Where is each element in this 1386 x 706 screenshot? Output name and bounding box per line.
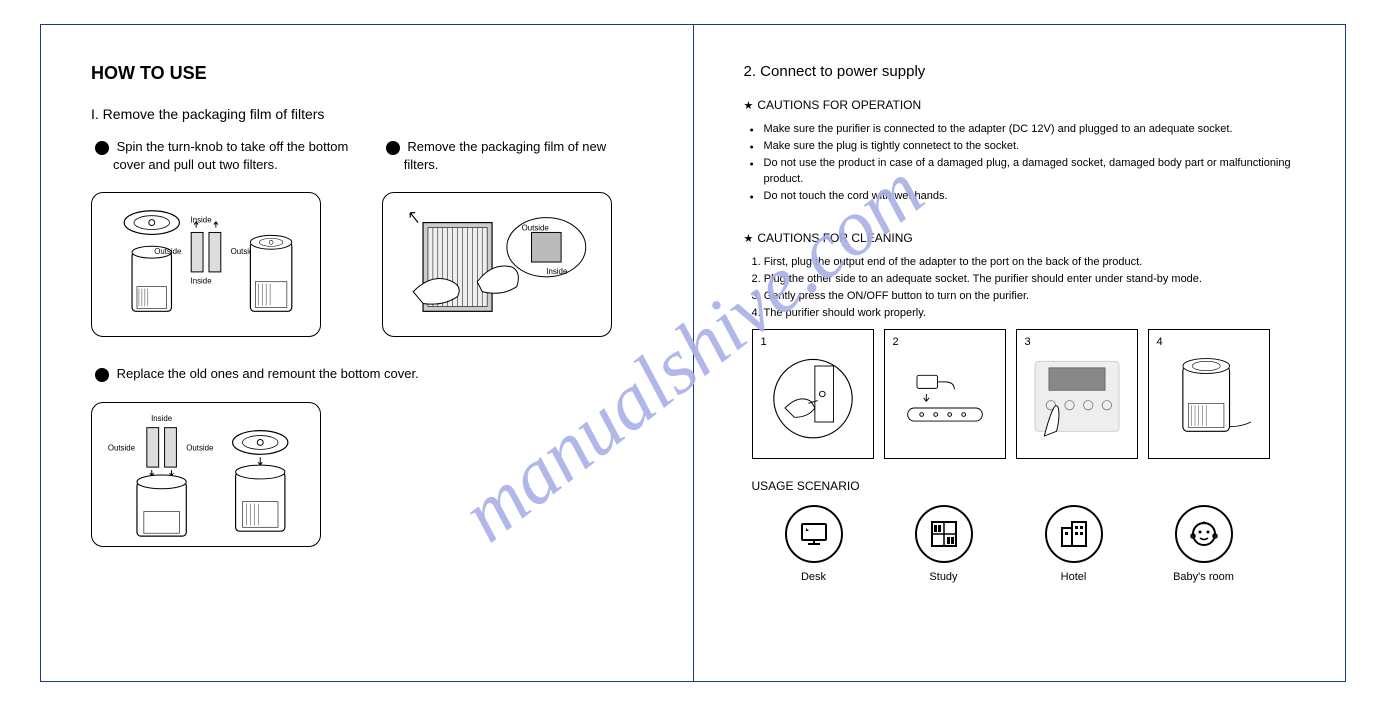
- scenario-hotel: Hotel: [1034, 505, 1114, 583]
- panel-4-number: 4: [1157, 336, 1163, 348]
- svg-text:Outside: Outside: [521, 224, 549, 233]
- svg-text:Inside: Inside: [151, 413, 173, 422]
- baby-icon: [1175, 505, 1233, 563]
- caution-clean-item: 2. Plug the other side to an adequate so…: [752, 272, 1296, 288]
- panel-4: 4: [1148, 329, 1270, 459]
- how-to-use-heading: HOW TO USE: [91, 63, 643, 84]
- step-1-label: Spin the turn-knob to take off the botto…: [113, 139, 348, 172]
- step-2-label: Remove the packaging film of new filters…: [404, 139, 606, 172]
- caution-clean-item: 3. Gently press the ON/OFF button to tur…: [752, 289, 1296, 305]
- panel-1-number: 1: [761, 336, 767, 348]
- step-1-illustration: Inside Inside Outside Outside: [91, 192, 321, 337]
- svg-text:Outside: Outside: [154, 248, 182, 257]
- step-1-number: 1: [95, 141, 109, 155]
- scenario-desk: Desk: [774, 505, 854, 583]
- caution-op-item: Make sure the purifier is connected to t…: [756, 122, 1296, 138]
- study-icon: [915, 505, 973, 563]
- caution-clean-item: 1. First, plug the output end of the ada…: [752, 255, 1296, 271]
- step-1-text: 1 Spin the turn-knob to take off the bot…: [91, 138, 352, 174]
- step-2-illustration: Outside Inside: [382, 192, 612, 337]
- step-3-number: 3: [95, 368, 109, 382]
- svg-text:Inside: Inside: [191, 277, 213, 286]
- caution-op-item: Make sure the plug is tightly connetect …: [756, 139, 1296, 155]
- caution-clean-item: 4. The purifier should work properly.: [752, 306, 1296, 322]
- step-2-number: 2: [386, 141, 400, 155]
- panel-1: 1: [752, 329, 874, 459]
- cautions-cleaning-heading: ★CAUTIONS FOR CLEANING: [744, 231, 1296, 245]
- desk-icon: [785, 505, 843, 563]
- caution-op-item: Do not use the product in case of a dama…: [756, 156, 1296, 188]
- caution-op-item: Do not touch the cord with wet hands.: [756, 189, 1296, 205]
- cautions-operation-heading: ★CAUTIONS FOR OPERATION: [744, 98, 1296, 112]
- cautions-cleaning-list: 1. First, plug the output end of the ada…: [744, 255, 1296, 322]
- step-3-label: Replace the old ones and remount the bot…: [117, 366, 419, 381]
- panel-2-number: 2: [893, 336, 899, 348]
- svg-text:Inside: Inside: [546, 267, 568, 276]
- step-3-illustration: Inside Outside Outside: [91, 402, 321, 547]
- scenario-baby-label: Baby's room: [1164, 571, 1244, 583]
- right-page: 2. Connect to power supply ★CAUTIONS FOR…: [694, 25, 1346, 681]
- svg-text:Inside: Inside: [191, 216, 213, 225]
- setup-panels: 1 2: [752, 329, 1296, 459]
- usage-scenario-row: Desk Study Hotel Baby's room: [774, 505, 1296, 583]
- scenario-hotel-label: Hotel: [1034, 571, 1114, 583]
- panel-3-number: 3: [1025, 336, 1031, 348]
- hotel-icon: [1045, 505, 1103, 563]
- left-page: HOW TO USE I. Remove the packaging film …: [41, 25, 694, 681]
- scenario-study-label: Study: [904, 571, 984, 583]
- panel-3: 3: [1016, 329, 1138, 459]
- svg-text:Outside: Outside: [108, 443, 136, 452]
- scenario-study: Study: [904, 505, 984, 583]
- section-1-heading: I. Remove the packaging film of filters: [91, 106, 643, 122]
- scenario-baby: Baby's room: [1164, 505, 1244, 583]
- panel-2: 2: [884, 329, 1006, 459]
- step-3-text: 3 Replace the old ones and remount the b…: [91, 365, 643, 383]
- manual-spread: HOW TO USE I. Remove the packaging film …: [40, 24, 1346, 682]
- cautions-operation-list: Make sure the purifier is connected to t…: [744, 122, 1296, 205]
- step-2-text: 2 Remove the packaging film of new filte…: [382, 138, 643, 174]
- connect-power-heading: 2. Connect to power supply: [744, 63, 1296, 80]
- scenario-desk-label: Desk: [774, 571, 854, 583]
- svg-text:Outside: Outside: [186, 443, 214, 452]
- usage-scenario-heading: USAGE SCENARIO: [752, 479, 1296, 493]
